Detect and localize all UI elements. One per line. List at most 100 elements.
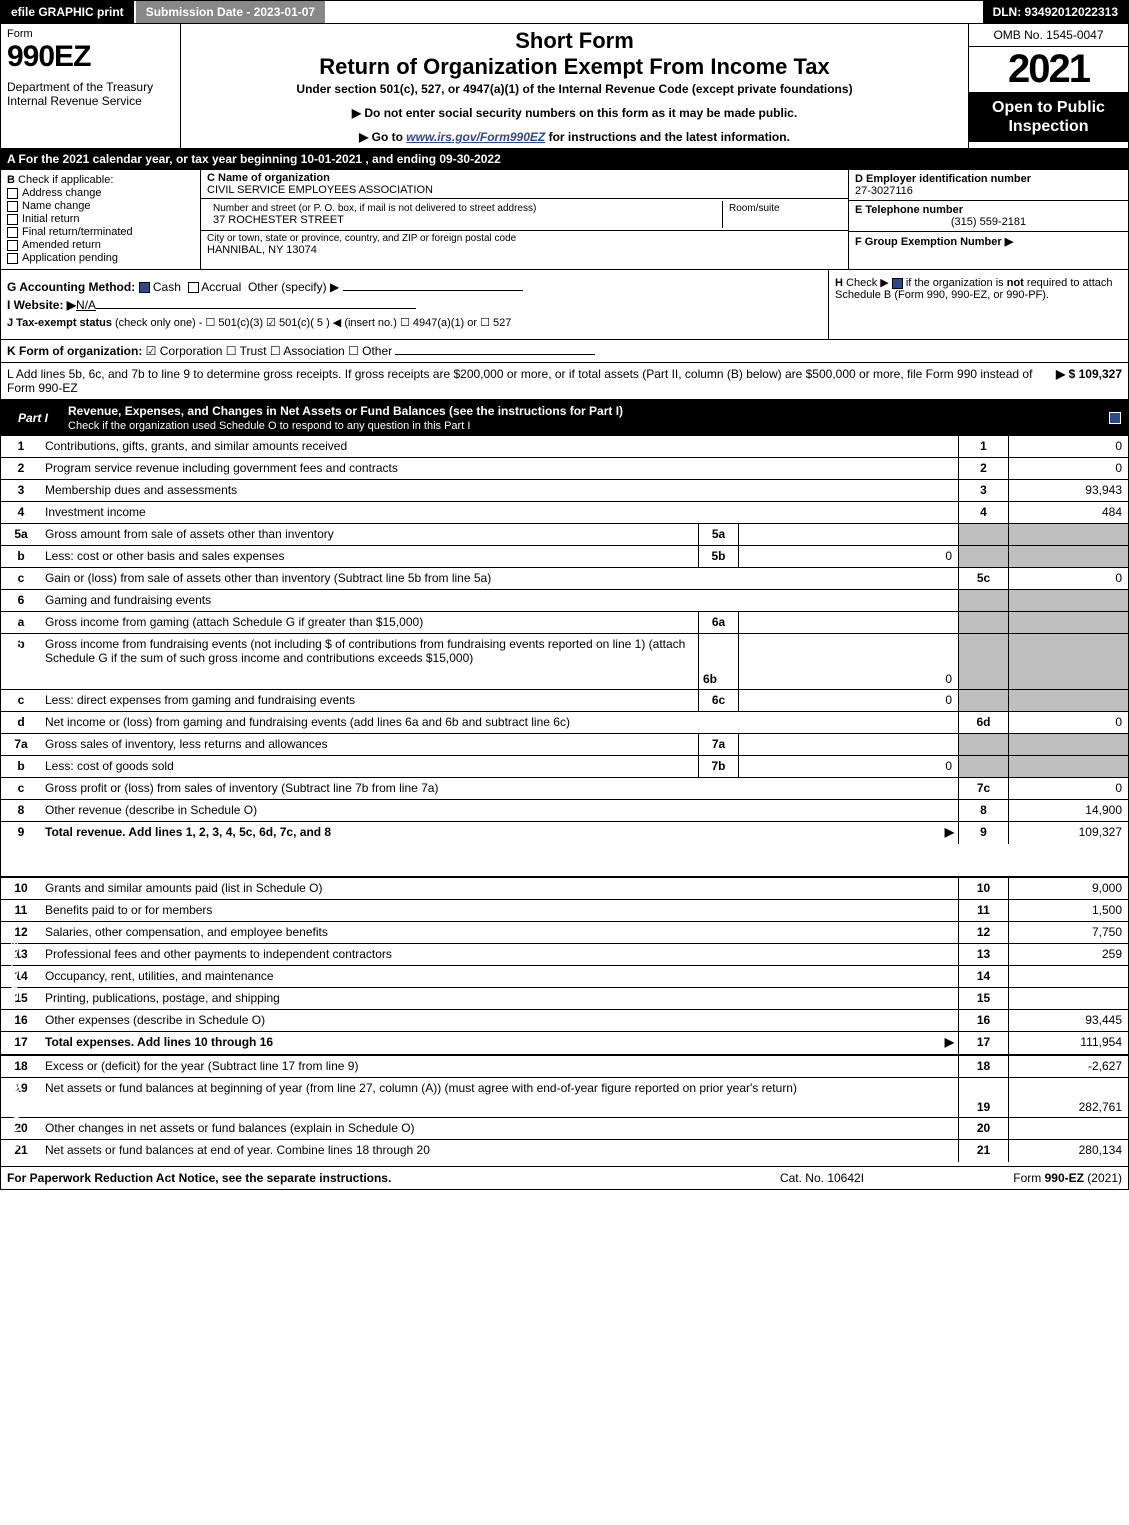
open-to-public: Open to Public Inspection xyxy=(969,92,1128,142)
chk-address-change[interactable] xyxy=(7,188,18,199)
n4: 4 xyxy=(1,502,41,523)
addr-label: Number and street (or P. O. box, if mail… xyxy=(213,203,716,214)
rv3: 93,943 xyxy=(1008,480,1128,501)
d4: Investment income xyxy=(41,502,958,523)
mn6b: 6b xyxy=(698,634,738,689)
rv5a-gray xyxy=(1008,524,1128,545)
chk-name-change[interactable] xyxy=(7,201,18,212)
rn21: 21 xyxy=(958,1140,1008,1162)
rv7c: 0 xyxy=(1008,778,1128,799)
rn5c: 5c xyxy=(958,568,1008,589)
n6d: d xyxy=(1,712,41,733)
opt-address-change: Address change xyxy=(22,187,102,199)
mv6b: 0 xyxy=(738,634,958,689)
d1: Contributions, gifts, grants, and simila… xyxy=(41,436,958,457)
d15: Printing, publications, postage, and shi… xyxy=(41,988,958,1009)
chk-amended-return[interactable] xyxy=(7,240,18,251)
col-c: C Name of organization CIVIL SERVICE EMP… xyxy=(201,170,848,269)
mn6c: 6c xyxy=(698,690,738,711)
d7c: Gross profit or (loss) from sales of inv… xyxy=(41,778,958,799)
n3: 3 xyxy=(1,480,41,501)
d9: Total revenue. Add lines 1, 2, 3, 4, 5c,… xyxy=(45,825,331,839)
line-g: G Accounting Method: Cash Accrual Other … xyxy=(7,280,822,294)
d8: Other revenue (describe in Schedule O) xyxy=(41,800,958,821)
rn6b-gray xyxy=(958,634,1008,689)
b-text: Check if applicable: xyxy=(18,174,113,186)
opt-final-return: Final return/terminated xyxy=(22,226,133,238)
part1-table: Revenue 1Contributions, gifts, grants, a… xyxy=(0,436,1129,1167)
efile-print-button[interactable]: efile GRAPHIC print xyxy=(1,1,134,23)
d6: Gaming and fundraising events xyxy=(41,590,958,611)
i-label: I Website: ▶ xyxy=(7,298,76,312)
line-a: A For the 2021 calendar year, or tax yea… xyxy=(0,149,1129,170)
telephone: (315) 559-2181 xyxy=(855,216,1122,228)
top-bar: efile GRAPHIC print Submission Date - 20… xyxy=(0,0,1129,24)
tax-year: 2021 xyxy=(969,47,1128,92)
rn11: 11 xyxy=(958,900,1008,921)
irs-link[interactable]: www.irs.gov/Form990EZ xyxy=(406,130,545,144)
rv12: 7,750 xyxy=(1008,922,1128,943)
rn16: 16 xyxy=(958,1010,1008,1031)
n8: 8 xyxy=(1,800,41,821)
chk-cash[interactable] xyxy=(139,282,150,293)
ssn-warning: ▶ Do not enter social security numbers o… xyxy=(191,106,958,120)
rn7c: 7c xyxy=(958,778,1008,799)
j-text: (check only one) - ☐ 501(c)(3) ☑ 501(c)(… xyxy=(115,317,511,329)
d10: Grants and similar amounts paid (list in… xyxy=(41,878,958,899)
line-l: L Add lines 5b, 6c, and 7b to line 9 to … xyxy=(0,363,1129,400)
opt-name-change: Name change xyxy=(22,200,91,212)
chk-accrual[interactable] xyxy=(188,282,199,293)
rv7b-gray xyxy=(1008,756,1128,777)
rv20 xyxy=(1008,1118,1128,1139)
city-label: City or town, state or province, country… xyxy=(207,233,842,244)
footer-right: Form 990-EZ (2021) xyxy=(922,1171,1122,1185)
section-ghi: G Accounting Method: Cash Accrual Other … xyxy=(0,270,1129,340)
submission-date: Submission Date - 2023-01-07 xyxy=(134,1,325,23)
rv4: 484 xyxy=(1008,502,1128,523)
d5c: Gain or (loss) from sale of assets other… xyxy=(41,568,958,589)
chk-initial-return[interactable] xyxy=(7,214,18,225)
rv7a-gray xyxy=(1008,734,1128,755)
rn13: 13 xyxy=(958,944,1008,965)
rv19: 282,761 xyxy=(1008,1078,1128,1117)
city-state-zip: HANNIBAL, NY 13074 xyxy=(207,244,842,256)
col-b: B Check if applicable: Address change Na… xyxy=(1,170,201,269)
rn2: 2 xyxy=(958,458,1008,479)
n5a: 5a xyxy=(1,524,41,545)
n6: 6 xyxy=(1,590,41,611)
d18: Excess or (deficit) for the year (Subtra… xyxy=(41,1056,958,1077)
part1-check-text: Check if the organization used Schedule … xyxy=(68,420,470,432)
mn6a: 6a xyxy=(698,612,738,633)
n7b: b xyxy=(1,756,41,777)
note2-pre: ▶ Go to xyxy=(359,130,406,144)
mn5a: 5a xyxy=(698,524,738,545)
rn5b-gray xyxy=(958,546,1008,567)
d13: Professional fees and other payments to … xyxy=(41,944,958,965)
mn5b: 5b xyxy=(698,546,738,567)
omb-number: OMB No. 1545-0047 xyxy=(969,24,1128,47)
chk-final-return[interactable] xyxy=(7,227,18,238)
rn5a-gray xyxy=(958,524,1008,545)
d12: Salaries, other compensation, and employ… xyxy=(41,922,958,943)
chk-schedule-b[interactable] xyxy=(892,278,903,289)
chk-application-pending[interactable] xyxy=(7,253,18,264)
short-form-label: Short Form xyxy=(191,28,958,54)
rv6d: 0 xyxy=(1008,712,1128,733)
d7b: Less: cost of goods sold xyxy=(41,756,698,777)
rn6c-gray xyxy=(958,690,1008,711)
dln-label: DLN: 93492012022313 xyxy=(983,1,1128,23)
d11: Benefits paid to or for members xyxy=(41,900,958,921)
arrow17: ▶ xyxy=(945,1035,954,1049)
mn7a: 7a xyxy=(698,734,738,755)
d14: Occupancy, rent, utilities, and maintena… xyxy=(41,966,958,987)
n7c: c xyxy=(1,778,41,799)
chk-schedule-o[interactable] xyxy=(1109,412,1121,424)
rv21: 280,134 xyxy=(1008,1140,1128,1162)
rn9: 9 xyxy=(958,822,1008,844)
n2: 2 xyxy=(1,458,41,479)
rn3: 3 xyxy=(958,480,1008,501)
form-label: Form xyxy=(7,28,174,40)
line-j: J Tax-exempt status (check only one) - ☐… xyxy=(7,316,822,329)
opt-amended-return: Amended return xyxy=(22,239,101,251)
d-label: D Employer identification number xyxy=(855,173,1122,185)
